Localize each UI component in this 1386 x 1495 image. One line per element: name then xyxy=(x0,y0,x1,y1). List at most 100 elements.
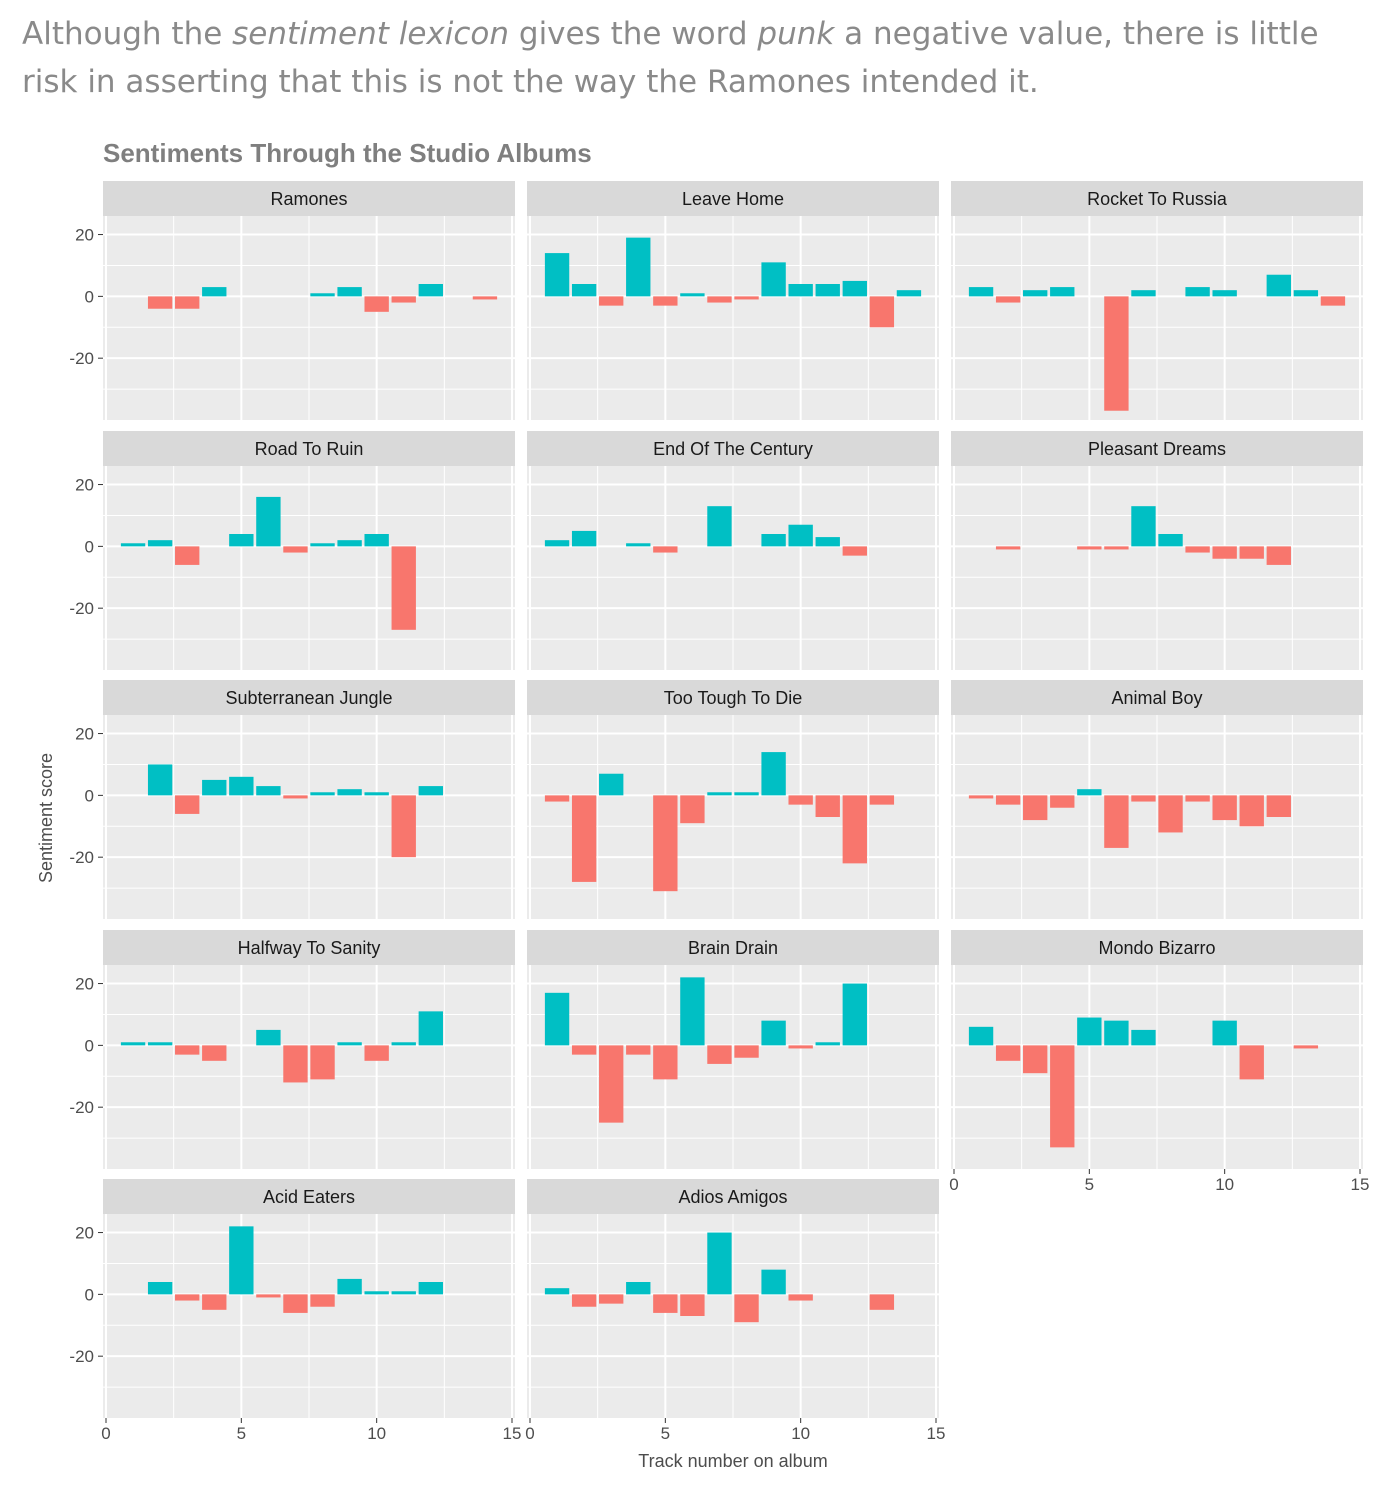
bar xyxy=(869,296,895,328)
x-tick-label: 15 xyxy=(1351,1175,1370,1194)
bar xyxy=(175,1045,200,1055)
facet-strip-label: Halfway To Sanity xyxy=(238,938,381,958)
facet-strip-label: Leave Home xyxy=(682,189,784,209)
bar xyxy=(707,296,732,303)
y-tick-label: -20 xyxy=(69,599,94,618)
y-tick-label: -20 xyxy=(69,1098,94,1117)
bar xyxy=(842,983,867,1046)
bar xyxy=(147,1042,173,1046)
bar xyxy=(544,540,570,547)
bar xyxy=(418,284,443,297)
bar xyxy=(761,262,786,297)
bar xyxy=(842,280,867,297)
bar xyxy=(707,1232,732,1295)
y-tick-label: 0 xyxy=(85,287,94,306)
y-tick-label: -20 xyxy=(69,1347,94,1366)
facet-strip xyxy=(527,680,939,715)
bar xyxy=(310,543,335,547)
facet-panel: Adios Amigos 0 5 10 15 xyxy=(525,1179,945,1443)
facet-strip xyxy=(103,930,515,965)
bar xyxy=(1131,506,1156,547)
bar xyxy=(147,1282,173,1295)
bar xyxy=(283,1294,308,1313)
bar xyxy=(734,1294,759,1323)
bar xyxy=(364,1045,389,1061)
facet-strip-label: Rocket To Russia xyxy=(1087,189,1228,209)
bar xyxy=(571,284,597,297)
facet-panel: End Of The Century xyxy=(527,431,939,670)
bar xyxy=(310,293,335,297)
bar xyxy=(337,789,362,796)
bar xyxy=(788,284,813,297)
bar xyxy=(869,795,895,805)
facet-strip-label: Ramones xyxy=(270,189,347,209)
bar xyxy=(147,540,173,547)
facet-strip xyxy=(527,181,939,216)
facet-strip-label: Animal Boy xyxy=(1111,688,1202,708)
facet-panels: Ramones 20 0 -20 Leave Home Rocket To Russia R… xyxy=(69,181,1369,1443)
bar xyxy=(788,1294,813,1301)
bar xyxy=(680,795,705,824)
bar xyxy=(599,1045,624,1123)
bar xyxy=(418,1282,443,1295)
bar xyxy=(229,1226,254,1295)
bar xyxy=(337,1042,362,1046)
bar xyxy=(1212,546,1237,559)
bar xyxy=(788,1045,813,1049)
intro-text-3: a negative value, there is little risk i… xyxy=(22,16,1319,100)
y-tick-label: -20 xyxy=(69,848,94,867)
y-axis-title: Sentiment score xyxy=(36,753,56,883)
y-tick-label: 0 xyxy=(85,1285,94,1304)
bar xyxy=(1077,546,1102,550)
bar xyxy=(544,795,570,802)
facet-strip xyxy=(951,680,1363,715)
bar xyxy=(1212,1020,1237,1046)
bar xyxy=(1293,1045,1319,1049)
bar xyxy=(653,296,678,306)
bar xyxy=(626,1045,651,1055)
bar xyxy=(599,1294,624,1304)
facet-strip-label: End Of The Century xyxy=(653,439,813,459)
bar xyxy=(391,546,416,630)
bar xyxy=(544,1288,570,1295)
bar xyxy=(815,284,840,297)
bar xyxy=(1131,290,1156,297)
x-tick-label: 5 xyxy=(237,1424,246,1443)
bar xyxy=(599,773,624,796)
bar xyxy=(337,1278,362,1295)
bar xyxy=(310,1294,335,1307)
x-tick-label: 10 xyxy=(1215,1175,1234,1194)
facet-panel: Too Tough To Die xyxy=(527,680,939,919)
bar xyxy=(391,296,416,303)
bar xyxy=(815,1042,840,1046)
bar xyxy=(815,537,840,547)
x-tick-label: 10 xyxy=(791,1424,810,1443)
bar xyxy=(761,534,786,547)
facet-panel: Acid Eaters 20 0 -20 0 5 10 15 xyxy=(69,1179,521,1443)
bar xyxy=(1050,795,1075,808)
facet-strip xyxy=(951,930,1363,965)
bar xyxy=(1266,546,1291,565)
bar xyxy=(707,792,732,796)
bar xyxy=(202,287,227,297)
bar xyxy=(1185,795,1210,802)
bar xyxy=(896,290,922,297)
bar xyxy=(842,546,867,556)
bar xyxy=(337,287,362,297)
bar xyxy=(571,1294,597,1307)
bar xyxy=(418,786,443,796)
facet-strip xyxy=(527,1179,939,1214)
intro-emphasis-punk: punk xyxy=(757,16,835,52)
bar xyxy=(175,296,200,309)
bar xyxy=(391,1042,416,1046)
x-tick-label: 15 xyxy=(927,1424,946,1443)
bar xyxy=(175,546,200,565)
bar xyxy=(256,1029,281,1046)
bar xyxy=(175,795,200,814)
bar xyxy=(968,795,994,799)
y-tick-label: 20 xyxy=(75,476,94,495)
intro-emphasis-lexicon: sentiment lexicon xyxy=(232,16,510,52)
bar xyxy=(1320,296,1346,306)
bar xyxy=(364,792,389,796)
